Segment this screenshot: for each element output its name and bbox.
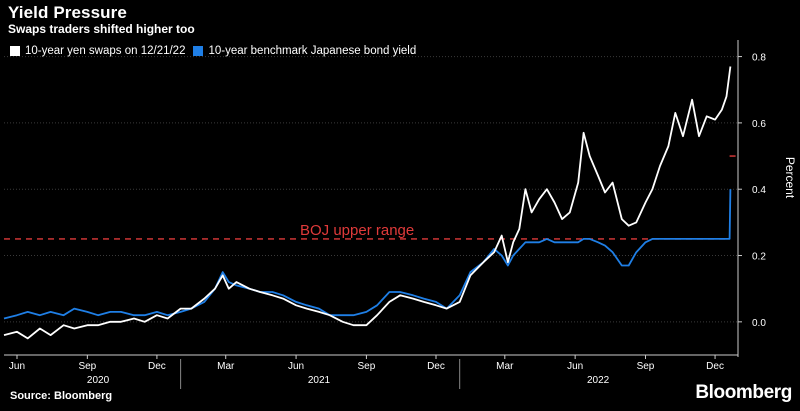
- x-tick-label: Sep: [78, 361, 96, 372]
- x-year-label: 2022: [587, 375, 610, 386]
- legend-swatch-swaps: [10, 46, 20, 56]
- x-year-label: 2020: [87, 375, 110, 386]
- reference-line-label: BOJ upper range: [300, 222, 414, 239]
- x-tick-label: Jun: [9, 361, 25, 372]
- x-year-label: 2021: [308, 375, 331, 386]
- x-tick-label: Mar: [217, 361, 235, 372]
- x-tick-label: Dec: [148, 361, 166, 372]
- chart-title: Yield Pressure: [8, 3, 127, 22]
- y-tick-label: 0.0: [752, 318, 766, 329]
- y-tick-label: 0.6: [752, 119, 766, 130]
- x-tick-label: Dec: [427, 361, 445, 372]
- y-axis-title: Percent: [783, 157, 797, 199]
- y-tick-label: 0.2: [752, 252, 766, 263]
- legend-item-jgb: 10-year benchmark Japanese bond yield: [193, 45, 416, 57]
- series-line-jgb: [3, 189, 732, 320]
- x-tick-label: Jun: [288, 361, 304, 372]
- x-tick-label: Dec: [706, 361, 724, 372]
- legend: 10-year yen swaps on 12/21/22 10-year be…: [10, 45, 416, 57]
- legend-item-swaps: 10-year yen swaps on 12/21/22: [10, 45, 185, 57]
- y-tick-label: 0.8: [752, 53, 766, 64]
- legend-label-swaps: 10-year yen swaps on 12/21/22: [25, 45, 186, 57]
- x-tick-label: Sep: [637, 361, 655, 372]
- bloomberg-logo: Bloomberg: [695, 382, 792, 403]
- y-tick-label: 0.4: [752, 185, 766, 196]
- x-tick-label: Jun: [567, 361, 583, 372]
- source-note: Source: Bloomberg: [10, 390, 113, 402]
- x-tick-label: Sep: [358, 361, 376, 372]
- x-tick-label: Mar: [496, 361, 514, 372]
- legend-label-jgb: 10-year benchmark Japanese bond yield: [208, 45, 417, 57]
- legend-swatch-jgb: [193, 46, 204, 56]
- chart-subtitle: Swaps traders shifted higher too: [8, 22, 195, 36]
- series-line-swaps: [3, 66, 732, 340]
